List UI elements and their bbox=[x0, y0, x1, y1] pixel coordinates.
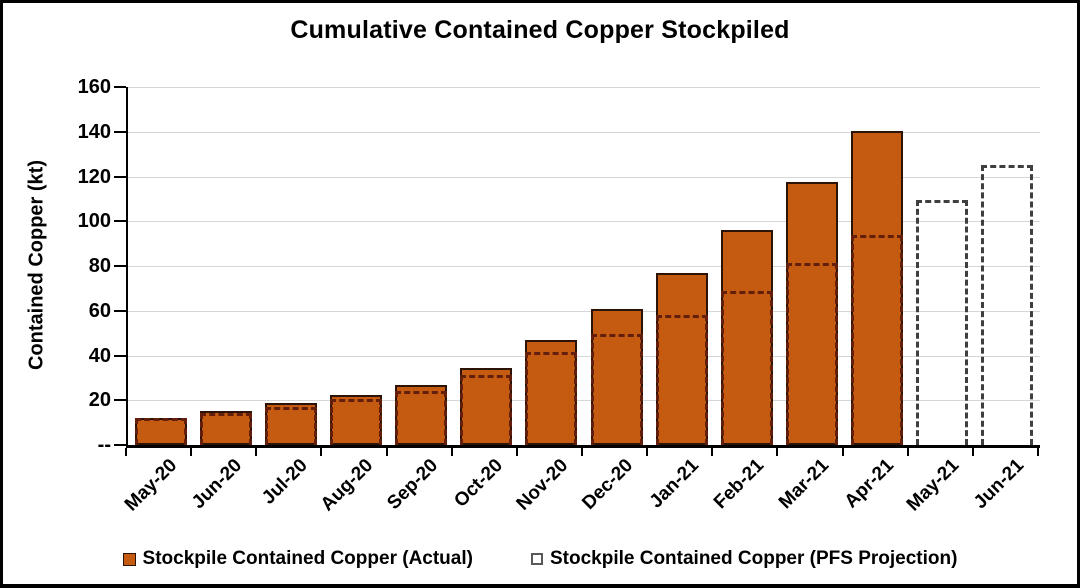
bar-projection-Sep-20 bbox=[395, 391, 448, 445]
bar-projection-Jun-21 bbox=[981, 165, 1034, 445]
legend-item-projection: Stockpile Contained Copper (PFS Projecti… bbox=[530, 548, 958, 570]
y-tick-label-60: 60 bbox=[88, 299, 111, 322]
x-tick-label-Jan-21: Jan-21 bbox=[645, 455, 703, 513]
gridline-120 bbox=[128, 176, 1040, 178]
x-tick-12 bbox=[906, 448, 909, 456]
y-tick-label-40: 40 bbox=[88, 344, 111, 367]
x-tick-7 bbox=[581, 448, 583, 456]
x-tick-label-Jun-21: Jun-21 bbox=[970, 455, 1029, 514]
x-tick-label-May-20: May-20 bbox=[121, 455, 182, 516]
y-tick-label-100: 100 bbox=[77, 210, 111, 233]
x-tick-label-Oct-20: Oct-20 bbox=[450, 455, 508, 512]
y-axis-tick-labels: -- 20 40 60 80 100 120 140 160 bbox=[3, 76, 111, 456]
gridline-60 bbox=[128, 310, 1040, 312]
bar-projection-Aug-20 bbox=[330, 399, 382, 445]
y-tick-80 bbox=[114, 265, 126, 267]
legend-marker-projection-icon bbox=[530, 553, 543, 565]
x-tick-label-Dec-20: Dec-20 bbox=[578, 455, 638, 514]
x-tick-label-Mar-21: Mar-21 bbox=[774, 455, 833, 514]
x-tick-label-Aug-20: Aug-20 bbox=[316, 455, 377, 516]
x-tick-label-Feb-21: Feb-21 bbox=[709, 455, 768, 514]
gridline-100 bbox=[128, 221, 1040, 223]
x-axis-ticks bbox=[125, 448, 1042, 456]
y-tick-40 bbox=[114, 354, 126, 357]
gridline-20 bbox=[128, 400, 1040, 402]
bar-projection-Jan-21 bbox=[655, 315, 708, 445]
x-tick-11 bbox=[841, 448, 844, 456]
y-tick-label-120: 120 bbox=[77, 165, 111, 188]
bar-projection-Oct-20 bbox=[460, 374, 513, 445]
bar-projection-Mar-21 bbox=[786, 262, 838, 445]
gridline-80 bbox=[128, 266, 1040, 267]
bar-projection-Apr-21 bbox=[851, 234, 904, 445]
x-tick-5 bbox=[450, 448, 453, 456]
plot-area bbox=[126, 87, 1040, 448]
x-tick-3 bbox=[320, 448, 323, 456]
y-tick-120 bbox=[114, 175, 126, 178]
gridline-140 bbox=[128, 131, 1040, 133]
x-tick-label-Jul-20: Jul-20 bbox=[258, 455, 312, 509]
x-tick-6 bbox=[515, 448, 518, 456]
chart-title: Cumulative Contained Copper Stockpiled bbox=[290, 16, 790, 44]
x-tick-14 bbox=[1037, 448, 1039, 456]
bar-projection-Feb-21 bbox=[720, 290, 773, 445]
x-tick-8 bbox=[646, 448, 649, 456]
y-tick-160 bbox=[114, 86, 126, 88]
x-tick-4 bbox=[385, 448, 388, 456]
y-tick-20 bbox=[114, 399, 126, 402]
gridline-40 bbox=[128, 355, 1040, 357]
y-tick-0 bbox=[114, 444, 126, 446]
bar-projection-Jun-20 bbox=[199, 412, 252, 445]
y-tick-label-0: -- bbox=[97, 434, 111, 456]
gridline-160 bbox=[128, 87, 1040, 88]
x-tick-label-Sep-20: Sep-20 bbox=[383, 455, 442, 514]
x-tick-9 bbox=[711, 448, 714, 456]
bar-projection-Nov-20 bbox=[525, 352, 578, 445]
x-tick-2 bbox=[255, 448, 258, 456]
legend-label-projection: Stockpile Contained Copper (PFS Projecti… bbox=[549, 548, 958, 569]
x-tick-0 bbox=[125, 448, 127, 456]
y-tick-140 bbox=[114, 130, 126, 133]
x-tick-label-Apr-21: Apr-21 bbox=[840, 455, 898, 513]
x-tick-13 bbox=[971, 448, 974, 456]
y-axis-ticks bbox=[114, 86, 126, 447]
x-tick-10 bbox=[776, 448, 779, 456]
bar-actual-Dec-20 bbox=[590, 308, 643, 445]
y-tick-label-80: 80 bbox=[88, 255, 111, 277]
bar-projection-Dec-20 bbox=[590, 334, 643, 445]
x-tick-label-Jun-20: Jun-20 bbox=[188, 455, 247, 514]
bar-projection-May-21 bbox=[916, 200, 969, 445]
bar-projection-Jul-20 bbox=[264, 407, 317, 445]
x-tick-label-Nov-20: Nov-20 bbox=[512, 455, 573, 515]
legend-item-actual: Stockpile Contained Copper (Actual) bbox=[122, 548, 473, 570]
x-tick-1 bbox=[190, 448, 193, 456]
y-tick-60 bbox=[114, 309, 126, 312]
y-tick-label-140: 140 bbox=[77, 120, 111, 143]
legend-label-actual: Stockpile Contained Copper (Actual) bbox=[142, 548, 473, 569]
y-tick-100 bbox=[114, 220, 126, 223]
y-tick-label-160: 160 bbox=[77, 76, 111, 98]
legend-marker-actual-icon bbox=[122, 552, 136, 566]
x-tick-label-May-21: May-21 bbox=[902, 455, 964, 516]
bar-projection-May-20 bbox=[134, 418, 187, 445]
y-tick-label-20: 20 bbox=[88, 389, 111, 412]
legend: Stockpile Contained Copper (Actual) Stoc… bbox=[3, 544, 1077, 574]
x-axis-tick-labels: May-20 Jun-20 Jul-20 Aug-20 Sep-20 Oct-20 Nov-… bbox=[121, 455, 1038, 533]
